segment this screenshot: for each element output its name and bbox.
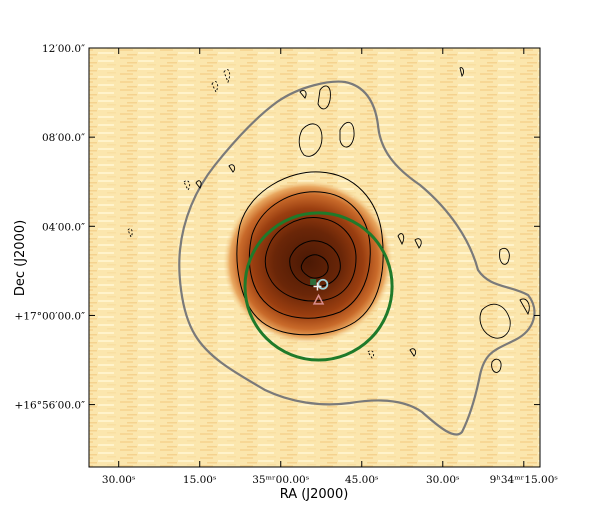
x-tick-label: 35ᵐʳ00.00ˢ bbox=[252, 474, 310, 486]
noise-contours bbox=[195, 67, 530, 373]
ticks-layer: 30.00ˢ 15.00ˢ 35ᵐʳ00.00ˢ 45.00ˢ 30.00ˢ 9ʰ34ᵐʳ… bbox=[15, 43, 559, 486]
y-tick-label: 08′00.0″ bbox=[42, 132, 85, 144]
y-tick-label: 12′00.0″ bbox=[42, 43, 85, 55]
x-tick-label: 30.00ˢ bbox=[426, 474, 460, 486]
x-tick-label: 45.00ˢ bbox=[345, 474, 379, 486]
y-axis-label: Dec (J2000) bbox=[13, 220, 28, 296]
negative-contours bbox=[127, 69, 375, 359]
x-axis-label: RA (J2000) bbox=[280, 487, 349, 502]
plus-marker bbox=[313, 282, 322, 291]
plot-frame bbox=[88, 47, 541, 468]
y-tick-label: 04′00.0″ bbox=[42, 221, 85, 233]
triangle-marker bbox=[312, 293, 325, 305]
x-tick-label: 30.00ˢ bbox=[102, 474, 136, 486]
y-tick-label: +16°56′00.0″ bbox=[15, 400, 86, 412]
plot-area bbox=[89, 48, 540, 467]
circle-marker bbox=[317, 278, 329, 290]
cluster-contours bbox=[236, 171, 384, 336]
x-tick-label: 15.00ˢ bbox=[183, 474, 217, 486]
cluster-circle bbox=[243, 211, 394, 362]
outer-contour bbox=[178, 80, 536, 436]
overlay-layer bbox=[243, 211, 394, 362]
square-marker bbox=[310, 279, 317, 286]
y-tick-label: +17°00′00.0″ bbox=[15, 310, 86, 322]
x-tick-label: 9ʰ34ᵐʳ15.00ˢ bbox=[490, 474, 559, 486]
